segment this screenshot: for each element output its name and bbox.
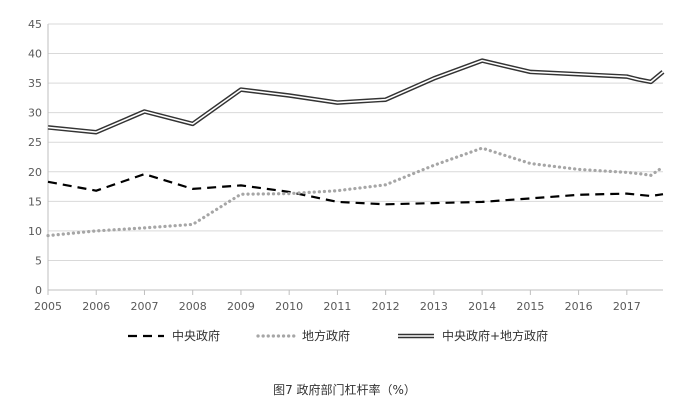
y-tick-25: 25 [28, 136, 42, 149]
y-tick-15: 15 [28, 195, 42, 208]
y-tick-20: 20 [28, 166, 42, 179]
x-tick-2005: 2005 [34, 300, 62, 313]
figure-caption: 图7 政府部门杠杆率（%） [273, 383, 416, 397]
series-lines [46, 58, 665, 238]
y-tick-30: 30 [28, 107, 42, 120]
axes [47, 24, 663, 295]
x-tick-2010: 2010 [275, 300, 303, 313]
gridlines [48, 23, 663, 261]
y-tick-5: 5 [35, 254, 42, 267]
legend-label-0: 中央政府 [172, 328, 220, 343]
x-tick-labels: 2005 2006 2007 2008 2009 2010 2011 2012 2013 2014… [34, 300, 641, 313]
series-line-2-outer [47, 58, 665, 135]
y-tick-35: 35 [28, 77, 42, 90]
series-line-1 [46, 146, 665, 238]
legend-label-2: 中央政府+地方政府 [442, 328, 548, 343]
legend: 中央政府 地方政府 中央政府+地方政府 [128, 328, 548, 343]
x-tick-2011: 2011 [323, 300, 351, 313]
legend-item-2: 中央政府+地方政府 [398, 328, 548, 343]
x-tick-2008: 2008 [179, 300, 207, 313]
legend-item-0: 中央政府 [128, 328, 220, 343]
x-tick-2007: 2007 [130, 300, 158, 313]
y-tick-40: 40 [28, 48, 42, 61]
series-line-2-inner [47, 59, 664, 133]
x-tick-2013: 2013 [420, 300, 448, 313]
y-tick-45: 45 [28, 18, 42, 31]
x-tick-2014: 2014 [468, 300, 496, 313]
x-tick-2015: 2015 [516, 300, 544, 313]
x-tick-2006: 2006 [82, 300, 110, 313]
legend-item-1: 地方政府 [256, 328, 350, 343]
series-2 [47, 58, 665, 135]
series-0 [47, 172, 664, 206]
y-tick-10: 10 [28, 225, 42, 238]
legend-label-1: 地方政府 [302, 328, 350, 343]
y-tick-0: 0 [35, 284, 42, 297]
series-line-0 [47, 172, 664, 206]
x-tick-2016: 2016 [565, 300, 593, 313]
x-tick-2012: 2012 [372, 300, 400, 313]
y-tick-labels: 0 5 10 15 20 25 30 35 40 45 [28, 18, 42, 297]
series-1 [46, 146, 665, 238]
x-tick-2009: 2009 [227, 300, 255, 313]
x-tick-2017: 2017 [613, 300, 641, 313]
